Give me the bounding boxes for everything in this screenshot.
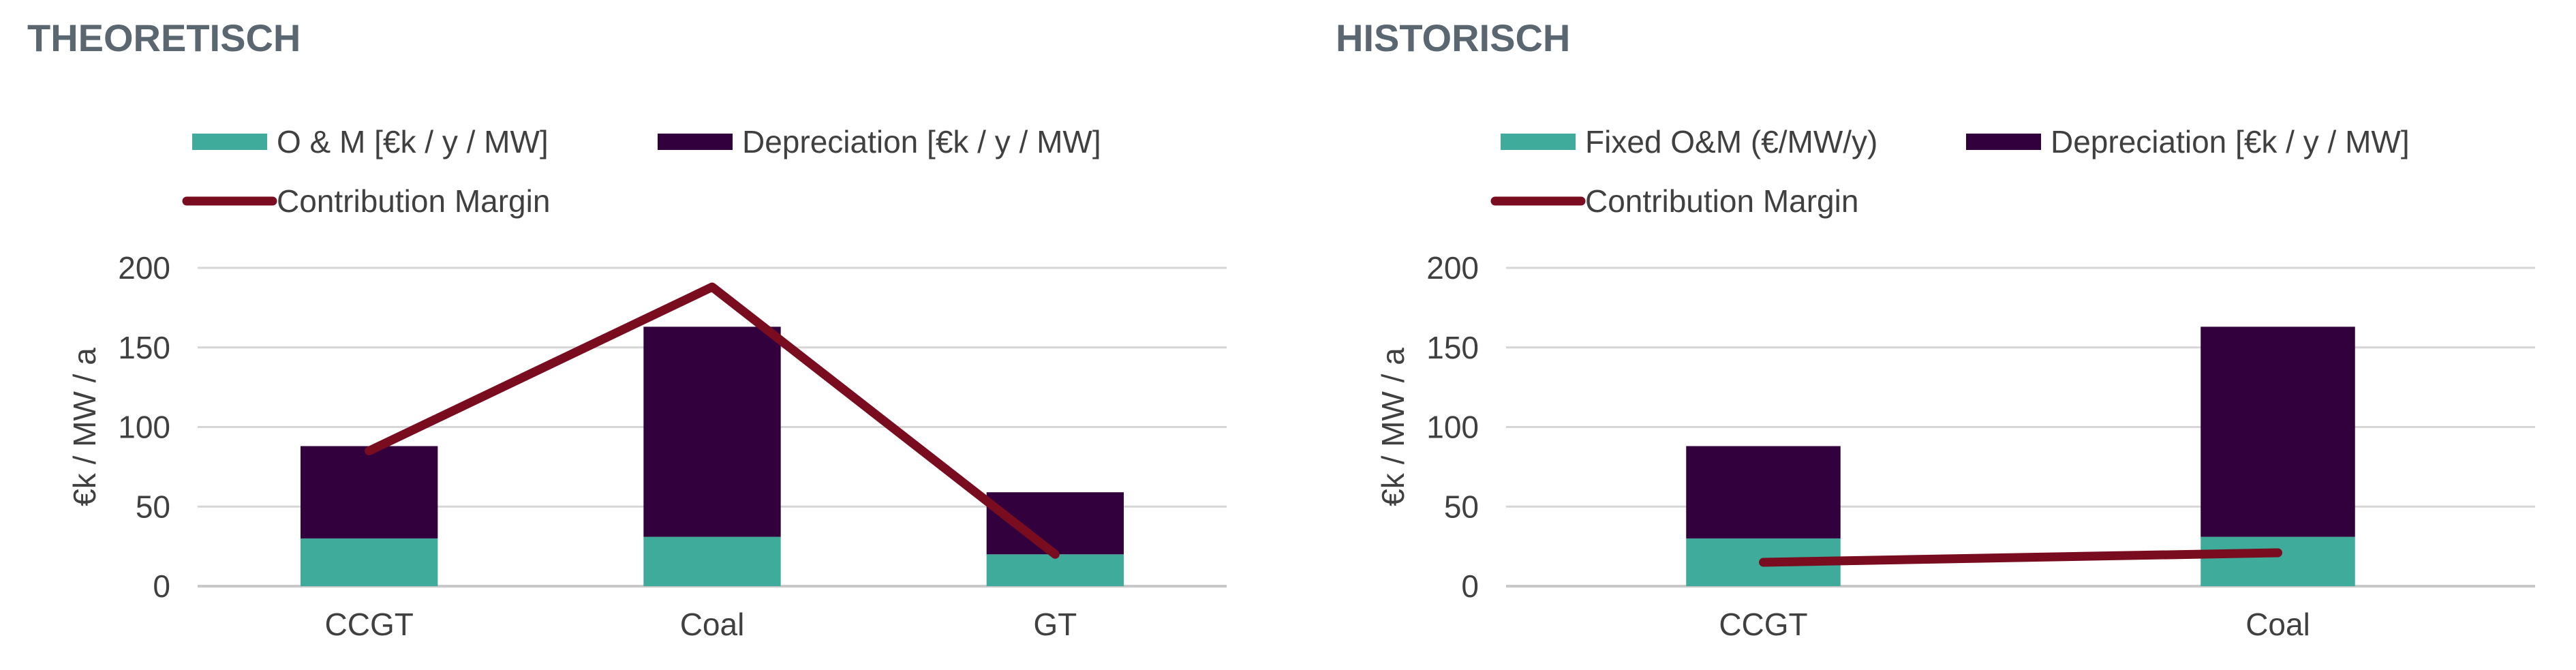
- legend-item: Fixed O&M (€/MW/y): [1501, 124, 1877, 159]
- bar: [1686, 446, 1841, 538]
- y-tick-label: 100: [1426, 410, 1479, 445]
- legend-label: O & M [€k / y / MW]: [277, 124, 549, 159]
- bar: [2201, 536, 2355, 586]
- y-tick-label: 0: [1461, 568, 1479, 604]
- y-tick-label: 150: [118, 330, 170, 365]
- y-axis-label: €k / MW / a: [1375, 348, 1411, 506]
- x-tick-label: CCGT: [325, 607, 414, 642]
- legend-label: Contribution Margin: [1585, 183, 1858, 219]
- chart-panel-0: THEORETISCH O & M [€k / y / MW] Depreciati…: [27, 16, 1227, 642]
- legend-swatch: [1966, 134, 2041, 150]
- legend-swatch: [192, 134, 267, 150]
- bar: [301, 538, 438, 586]
- bar: [643, 326, 781, 537]
- chart-title: THEORETISCH: [27, 16, 301, 59]
- chart-panel-1: HISTORISCH Fixed O&M (€/MW/y) Depreciation…: [1336, 16, 2535, 642]
- bar: [301, 446, 438, 538]
- legend-swatch: [658, 134, 733, 150]
- chart-title: HISTORISCH: [1336, 16, 1570, 59]
- bar: [643, 536, 781, 586]
- legend-item: Contribution Margin: [1490, 183, 1858, 219]
- x-tick-label: Coal: [680, 607, 745, 642]
- y-tick-label: 50: [1444, 489, 1479, 524]
- bar: [986, 492, 1124, 555]
- legend-swatch: [1501, 134, 1576, 150]
- legend-item: Depreciation [€k / y / MW]: [1966, 124, 2410, 159]
- legend-label: Depreciation [€k / y / MW]: [2051, 124, 2410, 159]
- legend-label: Contribution Margin: [277, 183, 550, 219]
- y-tick-label: 150: [1426, 330, 1479, 365]
- legend-label: Fixed O&M (€/MW/y): [1585, 124, 1877, 159]
- y-tick-label: 200: [1426, 250, 1479, 286]
- y-tick-label: 0: [153, 568, 170, 604]
- x-tick-label: GT: [1033, 607, 1077, 642]
- legend-label: Depreciation [€k / y / MW]: [742, 124, 1101, 159]
- bar: [2201, 326, 2355, 537]
- y-tick-label: 200: [118, 250, 170, 286]
- y-tick-label: 50: [136, 489, 170, 524]
- y-axis-label: €k / MW / a: [67, 348, 102, 506]
- x-tick-label: CCGT: [1719, 607, 1807, 642]
- x-tick-label: Coal: [2245, 607, 2310, 642]
- bar: [986, 554, 1124, 586]
- y-tick-label: 100: [118, 410, 170, 445]
- series-line: [365, 282, 1060, 559]
- legend-item: Contribution Margin: [182, 183, 550, 219]
- legend-item: Depreciation [€k / y / MW]: [658, 124, 1101, 159]
- legend-item: O & M [€k / y / MW]: [192, 124, 549, 159]
- series-line: [1759, 548, 2282, 567]
